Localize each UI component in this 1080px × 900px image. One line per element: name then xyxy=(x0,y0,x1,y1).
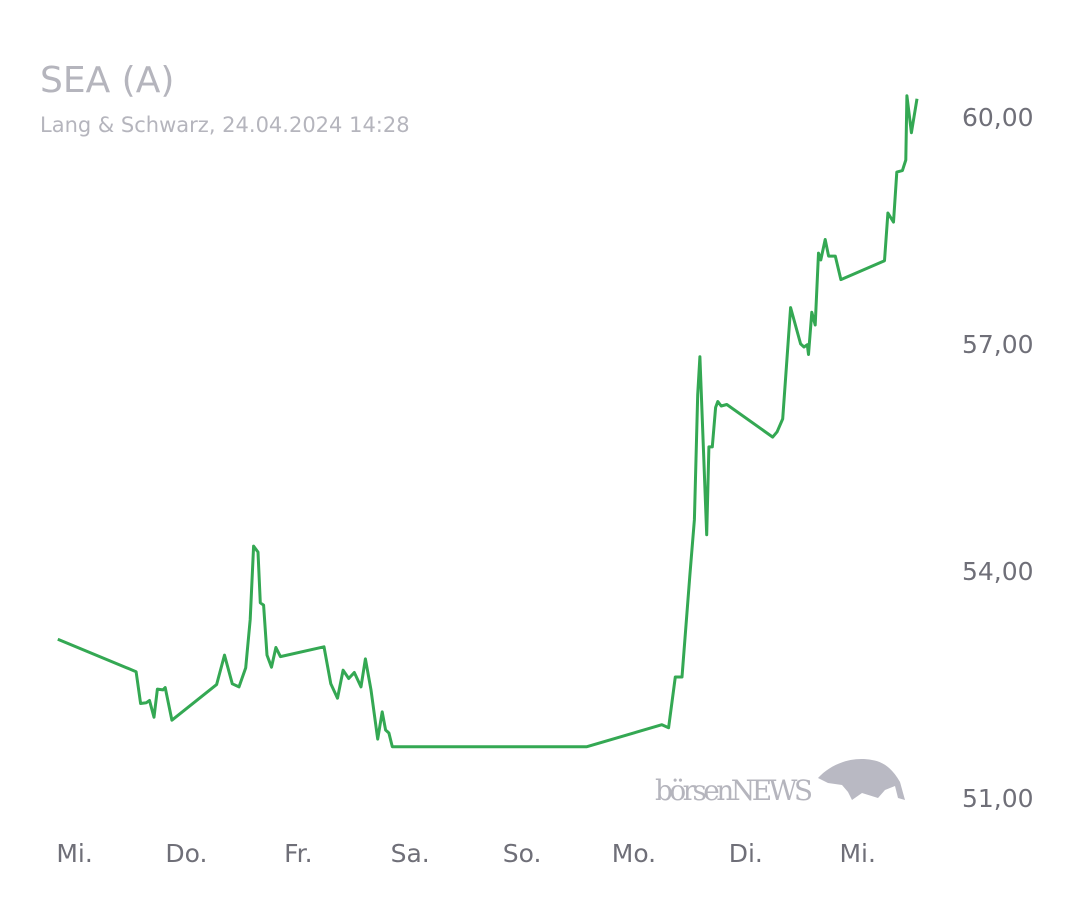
x-tick-label: Mi. xyxy=(839,839,875,868)
x-tick-label: Fr. xyxy=(284,839,313,868)
chart-subtitle: Lang & Schwarz, 24.04.2024 14:28 xyxy=(40,113,410,137)
x-tick-label: So. xyxy=(503,839,542,868)
x-tick-label: Sa. xyxy=(391,839,430,868)
chart-title: SEA (A) xyxy=(40,60,174,101)
y-tick-label: 57,00 xyxy=(962,330,1034,359)
y-tick-label: 60,00 xyxy=(962,103,1034,132)
x-tick-label: Mi. xyxy=(56,839,92,868)
x-tick-label: Do. xyxy=(165,839,207,868)
watermark: börsenNEWS xyxy=(655,774,813,807)
x-tick-label: Mo. xyxy=(612,839,656,868)
price-line xyxy=(57,94,919,749)
y-tick-label: 54,00 xyxy=(962,557,1034,586)
watermark-bull xyxy=(818,759,905,800)
y-tick-label: 51,00 xyxy=(962,784,1034,813)
x-tick-label: Di. xyxy=(729,839,763,868)
